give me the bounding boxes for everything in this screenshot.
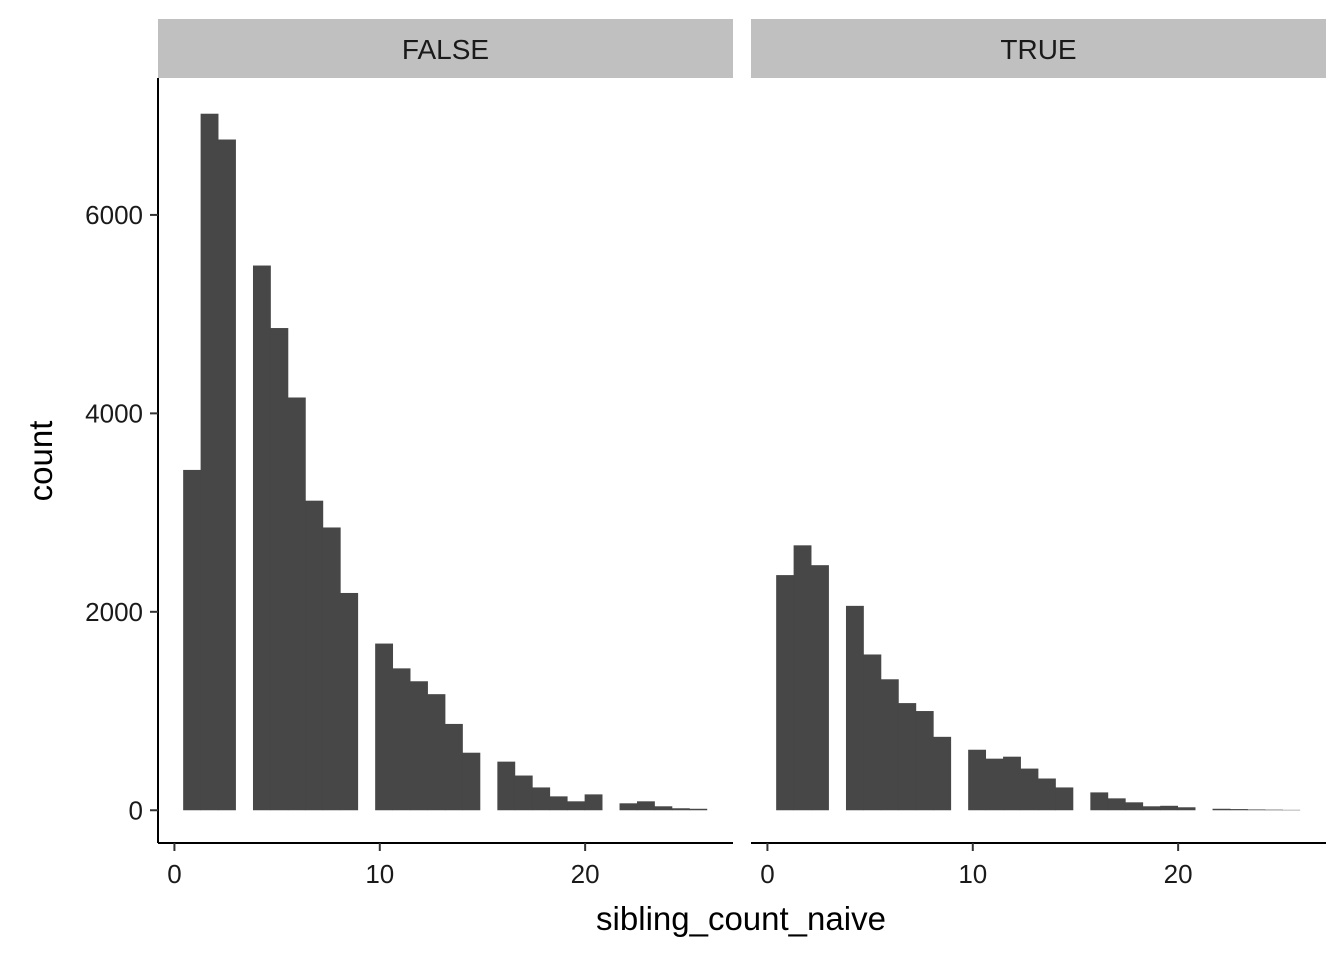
histogram-bar	[654, 806, 673, 811]
histogram-bar	[689, 808, 708, 811]
histogram-bar	[1037, 778, 1056, 811]
histogram-bar	[584, 794, 603, 811]
histogram-bar	[880, 679, 899, 811]
facet-strip	[158, 19, 733, 78]
histogram-bar	[567, 801, 586, 811]
histogram-bar	[793, 545, 812, 811]
histogram-bar	[1125, 802, 1144, 811]
histogram-bar	[1090, 792, 1109, 811]
x-axis-title: sibling_count_naive	[596, 900, 886, 937]
histogram-bar	[898, 703, 917, 811]
y-tick-label: 0	[129, 795, 143, 825]
histogram-bar	[410, 681, 428, 811]
facet-strip-label: TRUE	[1000, 34, 1076, 65]
histogram-bar	[1264, 809, 1283, 811]
y-tick-label: 2000	[85, 597, 143, 627]
histogram-bar	[1229, 809, 1248, 811]
histogram-bar	[636, 801, 655, 811]
histogram-bar	[1212, 808, 1231, 811]
histogram-bar	[444, 723, 463, 811]
histogram-bar	[1107, 798, 1126, 811]
x-tick-label: 0	[167, 859, 181, 889]
y-tick-label: 6000	[85, 200, 143, 230]
histogram-bar	[462, 752, 481, 811]
histogram-bar	[514, 775, 533, 811]
x-tick-label: 10	[958, 859, 987, 889]
facet-panels: FALSE 0 10 20 TRUE 0 10 20	[158, 19, 1326, 889]
histogram-bar	[287, 397, 306, 811]
histogram-bar	[532, 787, 551, 811]
histogram-bar	[183, 469, 202, 811]
histogram-bar	[322, 527, 341, 811]
histogram-bar	[1160, 805, 1179, 811]
histogram-bar	[619, 803, 638, 811]
histogram-bar	[497, 761, 516, 811]
histogram-bar	[549, 796, 568, 811]
x-tick-label: 10	[365, 859, 394, 889]
histogram-bar	[811, 565, 829, 811]
histogram-bar	[933, 736, 952, 811]
histogram-bar	[1142, 806, 1161, 811]
histogram-bar	[218, 139, 236, 811]
x-tick-label: 0	[760, 859, 774, 889]
histogram-bar	[1055, 787, 1074, 811]
histogram-bar	[392, 668, 411, 811]
facet-panel-true: TRUE 0 10 20	[751, 19, 1326, 889]
histogram-bar	[1177, 807, 1196, 811]
facet-strip	[751, 19, 1326, 78]
histogram-bar	[915, 711, 934, 811]
histogram-bar	[270, 328, 289, 811]
histogram-bar	[375, 643, 394, 811]
histogram-bar	[200, 113, 219, 811]
histogram-bar	[776, 575, 795, 811]
histogram-bar	[1247, 809, 1266, 811]
facet-strip-label: FALSE	[402, 34, 489, 65]
histogram-bar	[427, 694, 446, 811]
histogram-bar	[252, 265, 271, 811]
histogram-bar	[985, 758, 1004, 811]
histogram-bar	[863, 654, 882, 811]
y-axis: 0 2000 4000 6000	[85, 78, 159, 843]
histogram-bar	[1020, 768, 1039, 811]
histogram-bar	[340, 592, 359, 811]
x-tick-label: 20	[1164, 859, 1193, 889]
x-tick-label: 20	[571, 859, 600, 889]
histogram-bar	[671, 808, 690, 811]
histogram-bar	[845, 605, 864, 811]
facet-panel-false: FALSE 0 10 20	[158, 19, 733, 889]
histogram-bar	[305, 500, 324, 811]
y-axis-title: count	[22, 421, 59, 502]
histogram-bar	[1003, 756, 1021, 811]
y-tick-label: 4000	[85, 398, 143, 428]
histogram-bar	[968, 749, 987, 811]
